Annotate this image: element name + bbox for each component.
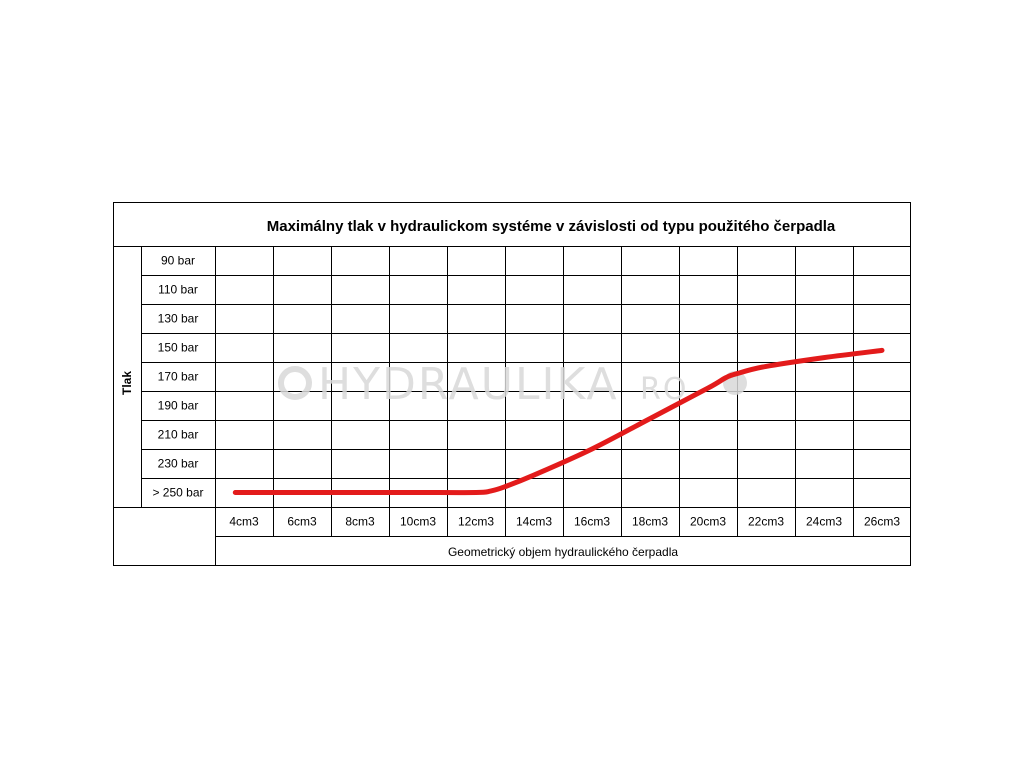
- y-tick-label: 130 bar: [158, 312, 199, 326]
- series-line: [232, 347, 885, 496]
- x-tick-label: 4cm3: [229, 515, 259, 529]
- x-tick-label: 26cm3: [864, 515, 900, 529]
- x-tick-label: 20cm3: [690, 515, 726, 529]
- y-axis-label: Tlak: [120, 371, 134, 395]
- y-tick-label: 190 bar: [158, 399, 199, 413]
- y-tick-label: > 250 bar: [152, 486, 203, 500]
- x-tick-label: 22cm3: [748, 515, 784, 529]
- y-tick-label: 210 bar: [158, 428, 199, 442]
- x-tick-label: 12cm3: [458, 515, 494, 529]
- x-tick-label: 18cm3: [632, 515, 668, 529]
- x-tick-label: 14cm3: [516, 515, 552, 529]
- watermark-text: HYDRAULIKA: [318, 359, 619, 410]
- y-tick-label: 150 bar: [158, 341, 199, 355]
- x-tick-label: 16cm3: [574, 515, 610, 529]
- x-axis-label: Geometrický objem hydraulického čerpadla: [448, 545, 678, 559]
- series-layer: [232, 347, 885, 496]
- outer-frame: [113, 202, 911, 566]
- y-tick-label: 90 bar: [161, 254, 195, 268]
- y-tick-label: 110 bar: [158, 283, 198, 297]
- x-tick-label: 6cm3: [287, 515, 317, 529]
- y-tick-label: 230 bar: [158, 457, 199, 471]
- chart-title: Maximálny tlak v hydraulickom systéme v …: [267, 218, 836, 235]
- x-tick-labels: 4cm3 6cm3 8cm3 10cm3 12cm3 14cm3 16cm3 18cm3 20c…: [229, 515, 900, 529]
- y-tick-label: 170 bar: [158, 370, 199, 384]
- x-tick-label: 8cm3: [345, 515, 375, 529]
- y-tick-labels: 90 bar 110 bar 130 bar 150 bar 170 bar 190 ba…: [152, 254, 203, 500]
- watermark: HYDRAULIKA RO: [278, 359, 747, 410]
- x-tick-label: 24cm3: [806, 515, 842, 529]
- watermark-circle-icon: [278, 366, 312, 400]
- x-tick-label: 10cm3: [400, 515, 436, 529]
